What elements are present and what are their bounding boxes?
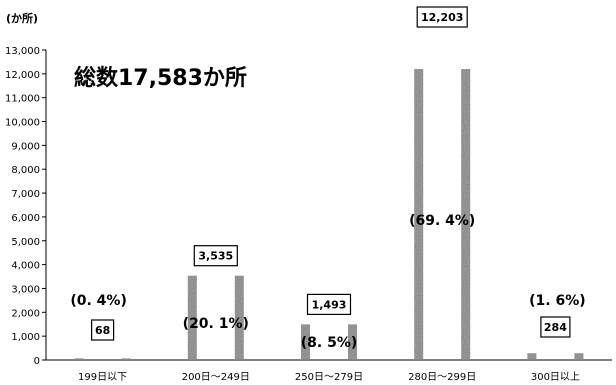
bar [187, 275, 197, 360]
percent-label: (1. 6%) [529, 293, 586, 309]
y-tick-label: 2,000 [11, 308, 40, 319]
category-label: 300日以上 [531, 371, 580, 383]
bar [414, 69, 424, 361]
y-tick-label: 12,000 [5, 70, 40, 81]
value-label: 12,203 [421, 11, 463, 24]
bars [74, 69, 584, 361]
bar [74, 358, 84, 360]
percent-label: (69. 4%) [409, 213, 475, 229]
percent-label: (20. 1%) [183, 316, 249, 332]
category-label: 200日～249日 [182, 372, 250, 383]
value-label: 284 [544, 321, 567, 334]
value-label-box [193, 245, 238, 267]
y-tick-label: 7,000 [11, 189, 40, 200]
bar [527, 353, 537, 360]
bar [301, 324, 310, 360]
y-tick-label: 4,000 [11, 261, 40, 272]
value-label-box [306, 293, 352, 315]
bar [348, 324, 357, 360]
bar [574, 353, 584, 360]
y-tick-label: 11,000 [5, 94, 40, 105]
y-tick-label: 13,000 [5, 46, 40, 57]
percent-label: (0. 4%) [70, 293, 127, 309]
category-label: 280日～299日 [408, 372, 476, 383]
y-tick-label: 3,000 [11, 284, 40, 295]
y-tick-label: 5,000 [11, 237, 40, 248]
y-tick-label: 8,000 [11, 165, 40, 176]
value-label: 68 [95, 324, 110, 337]
labels: 199日以下 68 (0. 4%) 200日～249日 3,535 (20. 1%) 250… [70, 6, 586, 383]
total-count-title: 総数17,583か所 [74, 66, 247, 91]
value-label-box [416, 6, 468, 28]
axes: 0 1,000 2,000 3,000 4,000 5,000 6,000 7,000 8,00… [5, 46, 612, 367]
percent-label: (8. 5%) [301, 335, 358, 351]
value-label-box [540, 316, 571, 338]
y-unit-label: (か所) [6, 12, 39, 25]
bar [234, 275, 244, 360]
bar [121, 358, 131, 360]
y-tick-label: 1,000 [11, 332, 40, 343]
y-tick-label: 10,000 [5, 118, 40, 129]
category-label: 199日以下 [78, 372, 127, 383]
value-label-box [90, 319, 115, 341]
category-label: 250日～279日 [295, 372, 363, 383]
value-label: 1,493 [312, 298, 347, 311]
bar [461, 69, 471, 361]
y-tick-label: 6,000 [11, 213, 40, 224]
y-tick-label: 0 [34, 356, 40, 367]
y-tick-label: 9,000 [11, 141, 40, 152]
value-label: 3,535 [198, 250, 233, 263]
